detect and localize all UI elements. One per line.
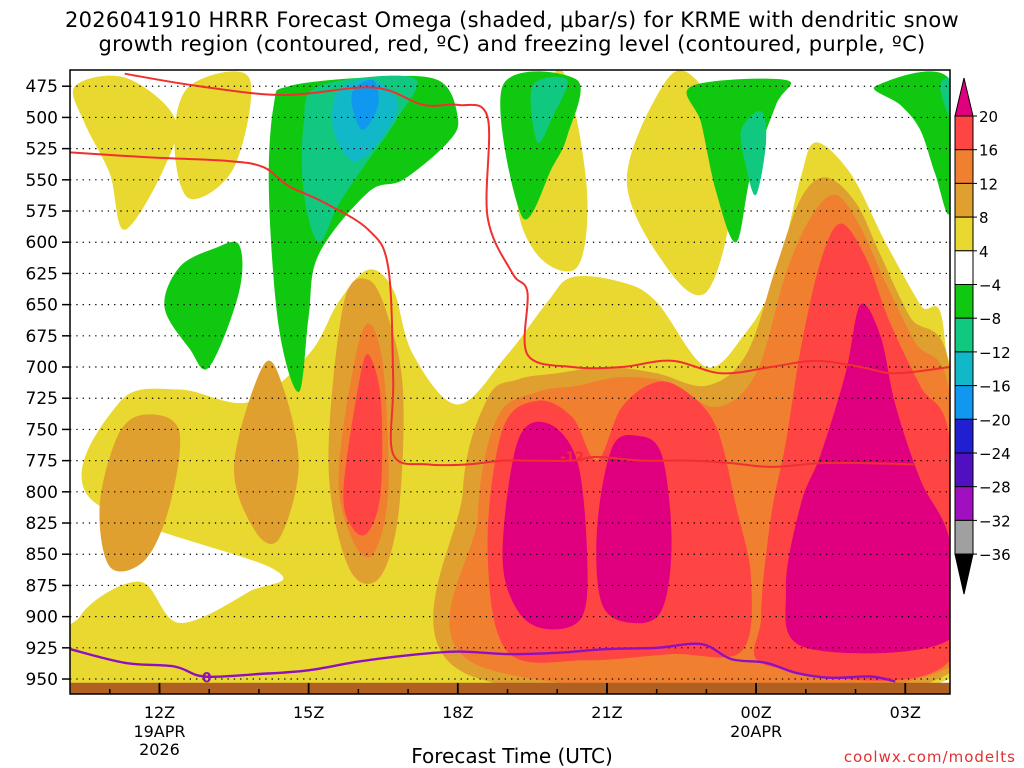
colorbar-label-5: −4 [979,277,1001,295]
colorbar-label-2: 12 [979,175,998,193]
colorbar-swatch-8 [954,351,974,387]
colorbar-swatch-13 [954,519,974,555]
y-tick-label-925: 925 [26,639,58,659]
freezing-level-contour [70,642,896,683]
y-tick-label-800: 800 [26,483,58,503]
omega-region-1 [174,71,252,200]
colorbar-swatch-3 [954,182,974,218]
colorbar-label-13: −36 [979,546,1011,564]
colorbar-top-arrow [954,77,974,117]
omega-region-0 [72,75,177,230]
colorbar-swatch-10 [954,418,974,454]
colorbar-label-0: 20 [979,108,998,126]
colorbar-label-9: −20 [979,411,1011,429]
colorbar-label-12: −32 [979,512,1011,530]
omega-region-18 [500,71,581,220]
x-tick-label-03Z: 03Z [890,703,921,722]
y-tick-label-575: 575 [26,202,58,222]
y-tick-label-625: 625 [26,264,58,284]
colorbar-swatch-1 [954,115,974,151]
y-tick-label-775: 775 [26,452,58,472]
plot-frame [69,69,951,695]
colorbar-label-6: −8 [979,310,1001,328]
y-tick-label-850: 850 [26,545,58,565]
omega-region-16 [785,303,950,654]
dgz-contour-label: -12 [560,451,584,466]
omega-region-25 [940,77,950,118]
x-tick-label-12Z: 12Z [144,703,175,722]
x-tick-label-15Z: 15Z [293,703,324,722]
x-tick-sublabel-2026: 2026 [139,740,180,759]
x-tick-sublabel-19APR: 19APR [133,722,185,741]
omega-region-5 [99,414,181,572]
omega-colorbar: 20 16 12 8 4 −4 −8 −12 −16 −20 −24 −28 −32 −36 [954,77,1011,595]
colorbar-label-10: −24 [979,445,1011,463]
dgz-contour-0 [124,72,950,375]
colorbar-label-11: −28 [979,479,1011,497]
colorbar-swatch-2 [954,149,974,184]
pressure-axis: 475 500 525 550 575 600 625 650 675 700 725 750 775 8… [26,77,70,690]
y-tick-label-950: 950 [26,670,58,690]
omega-region-6 [233,360,299,545]
y-tick-label-475: 475 [26,77,58,97]
omega-region-20 [686,78,792,243]
x-tick-label-21Z: 21Z [591,703,622,722]
x-tick-sublabel-20APR: 20APR [730,722,782,741]
colorbar-label-4: 4 [979,243,989,261]
y-tick-label-725: 725 [26,389,58,409]
x-tick-label-18Z: 18Z [442,703,473,722]
omega-region-24 [740,110,767,196]
y-tick-label-525: 525 [26,140,58,160]
x-tick-label-00Z: 00Z [740,703,771,722]
y-tick-label-675: 675 [26,327,58,347]
omega-region-27 [351,79,379,130]
dgz-contour-1 [70,151,916,468]
colorbar-label-1: 16 [979,142,998,160]
colorbar-swatch-7 [954,317,974,353]
y-tick-label-825: 825 [26,514,58,534]
x-axis-title: Forecast Time (UTC) [411,744,613,768]
y-tick-label-900: 900 [26,608,58,628]
y-tick-label-750: 750 [26,420,58,440]
colorbar-bottom-arrow [954,553,974,595]
colorbar-swatch-9 [954,385,974,420]
omega-shading-layer [70,70,950,694]
y-tick-label-550: 550 [26,171,58,191]
colorbar-swatch-12 [954,486,974,521]
colorbar-label-3: 8 [979,209,989,227]
credit-link[interactable]: coolwx.com/modelts [843,748,1016,766]
omega-region-14 [502,421,588,630]
y-tick-label-650: 650 [26,296,58,316]
y-tick-label-875: 875 [26,576,58,596]
contour-layer: -12 0 [70,72,950,687]
colorbar-label-7: −12 [979,344,1011,362]
ground-band [70,682,950,694]
omega-region-21 [873,71,950,215]
colorbar-swatch-6 [954,284,974,319]
colorbar-swatch-4 [954,216,974,252]
omega-region-23 [530,76,568,144]
y-tick-label-500: 500 [26,108,58,128]
y-tick-label-600: 600 [26,233,58,253]
omega-region-11 [343,354,383,536]
colorbar-swatch-5 [954,250,974,286]
colorbar-label-8: −16 [979,378,1011,396]
y-tick-label-700: 700 [26,358,58,378]
chart-title-line-2: growth region (contoured, red, ºC) and f… [98,32,926,56]
chart-title-line-1: 2026041910 HRRR Forecast Omega (shaded, … [64,8,960,32]
omega-region-15 [596,434,672,624]
ground-layer [70,682,950,694]
freezing-contour-label: 0 [202,671,212,687]
colorbar-swatch-11 [954,452,974,488]
